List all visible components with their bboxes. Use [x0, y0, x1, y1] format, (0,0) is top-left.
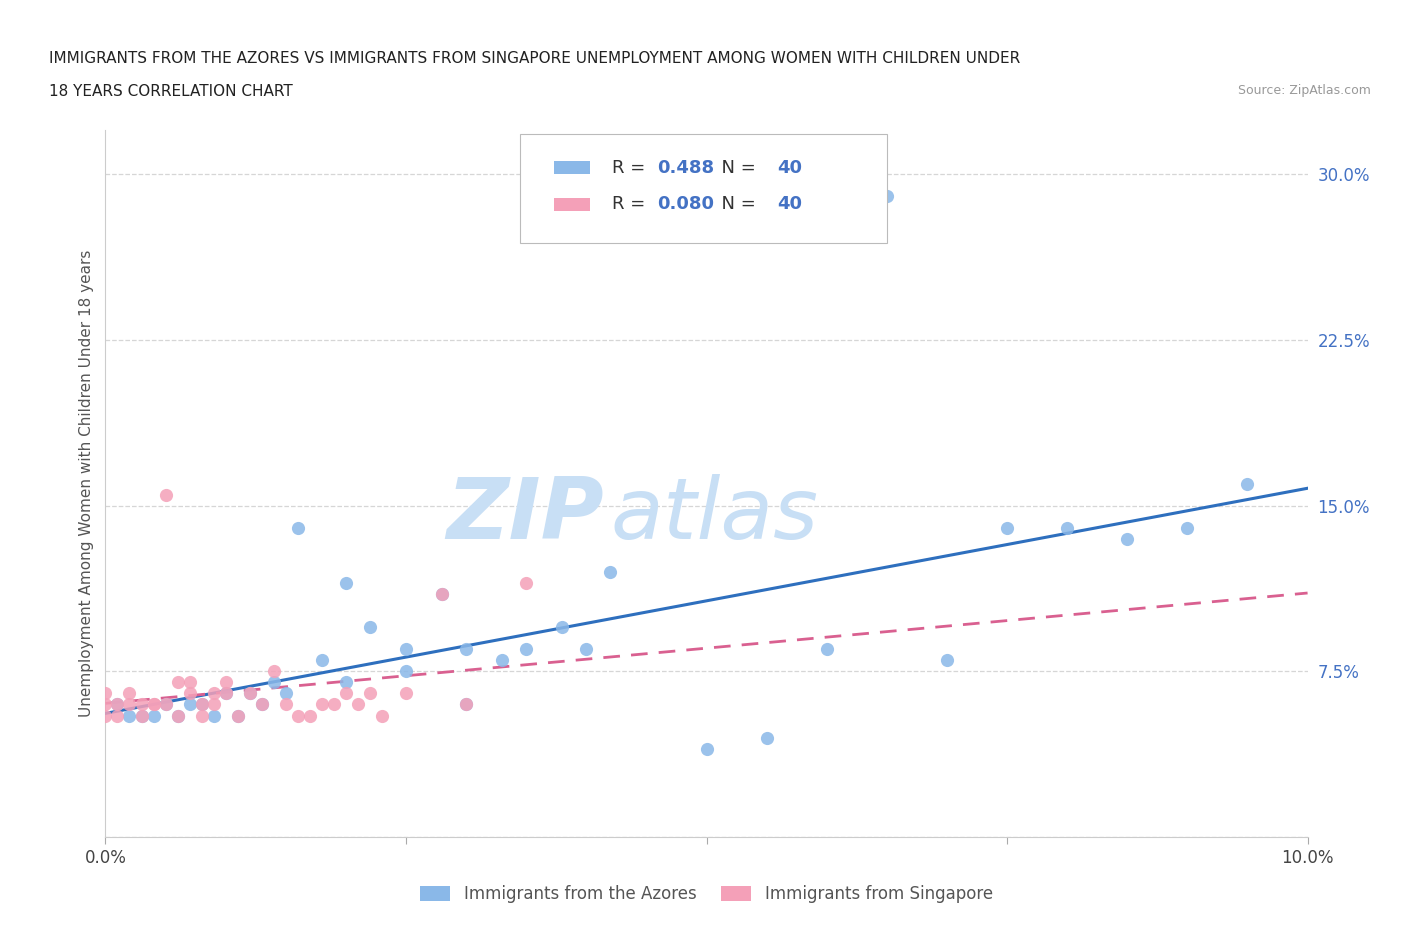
- Point: [131, 708, 153, 723]
- FancyBboxPatch shape: [554, 161, 591, 174]
- Y-axis label: Unemployment Among Women with Children Under 18 years: Unemployment Among Women with Children U…: [79, 250, 94, 717]
- Point: [515, 576, 537, 591]
- Point: [551, 619, 574, 634]
- Point: [202, 698, 225, 712]
- Point: [94, 686, 117, 701]
- Point: [430, 587, 453, 602]
- Point: [142, 698, 165, 712]
- Text: 0.080: 0.080: [657, 195, 714, 213]
- Point: [575, 642, 598, 657]
- Point: [239, 686, 262, 701]
- Point: [995, 521, 1018, 536]
- Point: [335, 686, 357, 701]
- Point: [155, 698, 177, 712]
- Point: [131, 708, 153, 723]
- Point: [214, 675, 236, 690]
- Point: [335, 675, 357, 690]
- Point: [118, 698, 141, 712]
- Point: [166, 675, 188, 690]
- Point: [179, 675, 201, 690]
- Point: [118, 708, 141, 723]
- Point: [287, 708, 309, 723]
- Point: [347, 698, 370, 712]
- Point: [1056, 521, 1078, 536]
- Text: 40: 40: [778, 195, 803, 213]
- Text: R =: R =: [612, 159, 651, 177]
- Point: [359, 619, 381, 634]
- Point: [263, 664, 285, 679]
- Point: [395, 642, 418, 657]
- Point: [274, 686, 297, 701]
- Point: [515, 642, 537, 657]
- Point: [454, 698, 477, 712]
- Point: [142, 698, 165, 712]
- Point: [395, 686, 418, 701]
- Point: [94, 698, 117, 712]
- Text: 0.488: 0.488: [657, 159, 714, 177]
- Point: [1175, 521, 1198, 536]
- Point: [311, 653, 333, 668]
- Point: [94, 708, 117, 723]
- Point: [491, 653, 513, 668]
- Point: [166, 708, 188, 723]
- Point: [190, 698, 212, 712]
- Point: [166, 708, 188, 723]
- Text: N =: N =: [710, 159, 762, 177]
- Point: [142, 708, 165, 723]
- Text: IMMIGRANTS FROM THE AZORES VS IMMIGRANTS FROM SINGAPORE UNEMPLOYMENT AMONG WOMEN: IMMIGRANTS FROM THE AZORES VS IMMIGRANTS…: [49, 51, 1021, 66]
- Point: [226, 708, 249, 723]
- Point: [202, 708, 225, 723]
- Point: [190, 698, 212, 712]
- Text: N =: N =: [710, 195, 762, 213]
- Text: atlas: atlas: [610, 474, 818, 557]
- Text: Source: ZipAtlas.com: Source: ZipAtlas.com: [1237, 84, 1371, 97]
- Point: [155, 487, 177, 502]
- Point: [214, 686, 236, 701]
- FancyBboxPatch shape: [554, 198, 591, 211]
- Point: [118, 686, 141, 701]
- Text: R =: R =: [612, 195, 651, 213]
- Point: [250, 698, 273, 712]
- Point: [755, 730, 778, 745]
- Point: [1116, 531, 1139, 546]
- Point: [190, 708, 212, 723]
- Point: [876, 189, 898, 204]
- Point: [359, 686, 381, 701]
- Point: [287, 521, 309, 536]
- Text: ZIP: ZIP: [447, 474, 605, 557]
- Point: [214, 686, 236, 701]
- Point: [107, 708, 129, 723]
- Point: [335, 576, 357, 591]
- Point: [131, 698, 153, 712]
- Point: [263, 675, 285, 690]
- Point: [430, 587, 453, 602]
- Point: [239, 686, 262, 701]
- Point: [936, 653, 959, 668]
- Text: 40: 40: [778, 159, 803, 177]
- Point: [274, 698, 297, 712]
- Point: [454, 642, 477, 657]
- Text: 18 YEARS CORRELATION CHART: 18 YEARS CORRELATION CHART: [49, 84, 292, 99]
- Point: [226, 708, 249, 723]
- Point: [371, 708, 394, 723]
- Point: [395, 664, 418, 679]
- Point: [250, 698, 273, 712]
- Point: [322, 698, 344, 712]
- Point: [696, 741, 718, 756]
- Point: [107, 698, 129, 712]
- Point: [179, 698, 201, 712]
- Point: [815, 642, 838, 657]
- Point: [298, 708, 321, 723]
- Point: [599, 565, 621, 579]
- Legend: Immigrants from the Azores, Immigrants from Singapore: Immigrants from the Azores, Immigrants f…: [413, 879, 1000, 910]
- Point: [155, 698, 177, 712]
- Point: [107, 698, 129, 712]
- FancyBboxPatch shape: [520, 134, 887, 244]
- Point: [311, 698, 333, 712]
- Point: [202, 686, 225, 701]
- Point: [454, 698, 477, 712]
- Point: [179, 686, 201, 701]
- Point: [1236, 476, 1258, 491]
